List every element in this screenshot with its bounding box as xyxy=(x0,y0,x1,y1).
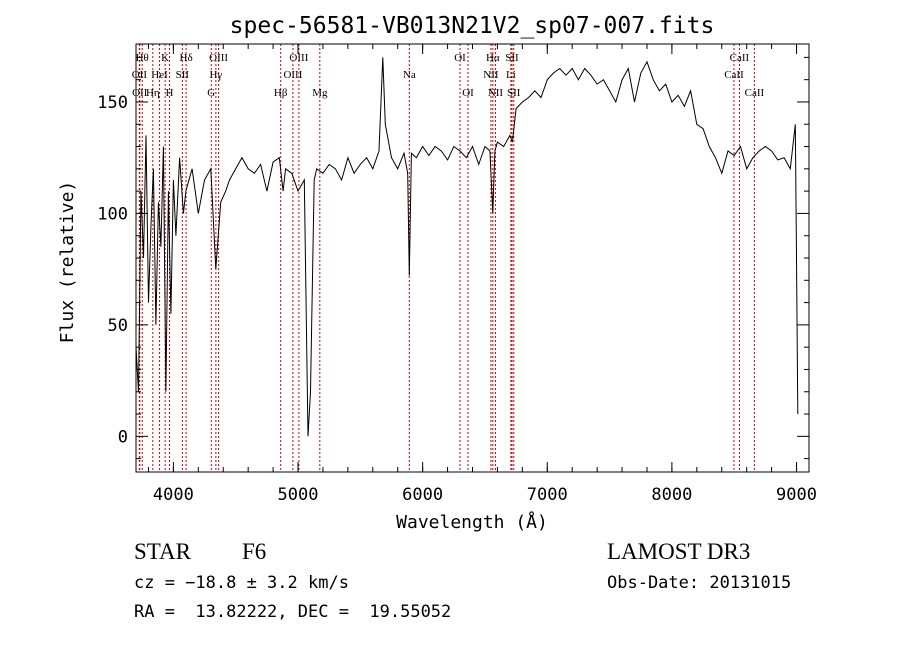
line-marker-label: NII xyxy=(488,87,504,99)
line-marker-label: NII xyxy=(483,69,499,81)
line-marker-label: Hθ xyxy=(136,52,149,64)
x-tick-label: 4000 xyxy=(153,485,194,505)
line-marker-label: Mg xyxy=(312,87,328,99)
line-marker-label: Hδ xyxy=(180,52,193,64)
line-marker-label: CaII xyxy=(724,69,744,81)
line-markers xyxy=(138,44,755,472)
object-subclass: F6 xyxy=(242,539,267,564)
line-marker-label: Hα xyxy=(486,52,500,64)
redshift-cz: cz = −18.8 ± 3.2 km/s xyxy=(134,573,349,593)
line-marker-label: SII xyxy=(507,87,521,99)
line-marker-label: OI xyxy=(454,52,466,64)
y-tick-label: 150 xyxy=(97,93,128,113)
line-marker-label: Na xyxy=(403,69,416,81)
observation-date: Obs-Date: 20131015 xyxy=(607,573,792,593)
line-marker-label: OIII xyxy=(289,52,308,64)
spectrum-line xyxy=(135,57,799,437)
y-tick-label: 50 xyxy=(108,316,128,336)
x-tick-label: 7000 xyxy=(527,485,568,505)
line-marker-label: CaII xyxy=(745,87,765,99)
plot-frame xyxy=(135,43,810,473)
x-axis-ticks: 4000 5000 6000 7000 8000 9000 xyxy=(147,44,817,505)
chart-title: spec-56581-VB013N21V2_sp07-007.fits xyxy=(230,13,715,39)
y-axis-ticks: 0 50 100 150 xyxy=(97,56,809,460)
line-marker-label: Hγ xyxy=(209,69,222,81)
x-tick-label: 6000 xyxy=(402,485,443,505)
line-marker-label: Hβ xyxy=(274,87,288,99)
line-marker-label: H xyxy=(166,87,174,99)
line-marker-label: G xyxy=(207,87,215,99)
y-axis-label: Flux (relative) xyxy=(57,181,78,344)
line-marker-label: CaII xyxy=(730,52,750,64)
line-marker-label: SII xyxy=(176,69,190,81)
line-marker-label: SII xyxy=(505,52,519,64)
x-tick-label: 9000 xyxy=(776,485,817,505)
x-tick-label: 8000 xyxy=(651,485,692,505)
line-marker-label: HeI xyxy=(151,69,168,81)
line-marker-label: OIII xyxy=(209,52,228,64)
line-marker-label: OI xyxy=(462,87,474,99)
coordinates: RA = 13.82222, DEC = 19.55052 xyxy=(134,602,452,622)
x-axis-label: Wavelength (Å) xyxy=(396,511,548,533)
line-marker-label: K xyxy=(161,52,169,64)
y-tick-label: 100 xyxy=(97,204,128,224)
line-marker-label: OIII xyxy=(283,69,302,81)
object-class: STAR xyxy=(134,539,191,564)
survey-release: LAMOST DR3 xyxy=(607,539,751,564)
y-tick-label: 0 xyxy=(118,427,128,447)
line-marker-label: Hη xyxy=(146,87,160,99)
x-tick-label: 5000 xyxy=(278,485,319,505)
line-marker-label: Li xyxy=(506,69,516,81)
